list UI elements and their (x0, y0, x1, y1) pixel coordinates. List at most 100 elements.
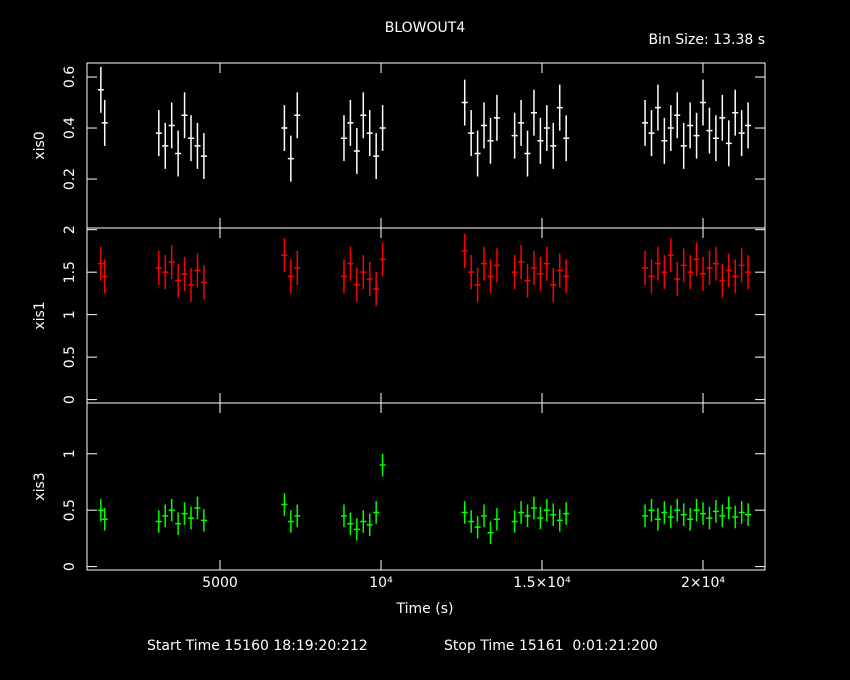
y-tick-label: 0 (62, 395, 78, 404)
error-bar (563, 115, 570, 162)
error-bar (155, 510, 162, 533)
error-bar (661, 501, 668, 524)
error-bar (687, 255, 694, 290)
error-bar (543, 498, 550, 522)
error-bar (101, 259, 108, 294)
error-bar (347, 512, 354, 536)
error-bar (468, 255, 475, 290)
error-bar (550, 267, 557, 302)
error-bar (287, 135, 294, 182)
error-bar (493, 248, 500, 283)
error-bar (543, 105, 550, 151)
error-bar (101, 99, 108, 146)
error-bar (687, 102, 694, 149)
error-bar (175, 512, 182, 536)
error-bar (175, 130, 182, 177)
y-axis-label: xis0 (32, 131, 48, 159)
error-bar (468, 110, 475, 157)
stop-time: Stop Time 15161 0:01:21:200 (444, 638, 658, 654)
series (97, 66, 752, 182)
y-tick-label: 2 (62, 225, 78, 234)
error-bar (661, 255, 668, 290)
error-bar (493, 94, 500, 141)
error-bar (674, 498, 681, 522)
error-bar (281, 105, 288, 151)
error-bar (474, 515, 481, 539)
error-bar (738, 110, 745, 157)
error-bar (674, 92, 681, 139)
x-tick-label: 5000 (202, 575, 238, 591)
error-bar (745, 102, 752, 149)
x-tick-label: 10⁴ (369, 575, 393, 591)
error-bar (379, 453, 386, 477)
error-bar (287, 259, 294, 294)
error-bar (745, 255, 752, 290)
series (97, 453, 752, 545)
error-bar (680, 503, 687, 526)
error-bar (738, 248, 745, 283)
error-bar (654, 507, 661, 531)
y-tick-label: 0.4 (62, 117, 78, 139)
error-bar (188, 506, 195, 530)
error-bar (200, 509, 207, 532)
error-bar (373, 272, 380, 307)
error-bar (294, 250, 301, 285)
error-bar (693, 498, 700, 522)
error-bar (563, 502, 570, 525)
error-bar (155, 250, 162, 285)
error-bar (563, 259, 570, 294)
error-bar (162, 504, 169, 528)
error-bar (524, 504, 531, 528)
error-bar (550, 503, 557, 526)
error-bar (97, 246, 104, 281)
error-bar (194, 496, 201, 520)
error-bar (353, 267, 360, 302)
y-tick-label: 0.5 (62, 499, 78, 521)
error-bar (373, 501, 380, 524)
error-bar (294, 92, 301, 139)
error-bar (379, 105, 386, 151)
y-tick-label: 0.6 (62, 66, 78, 88)
error-bar (530, 250, 537, 285)
error-bar (725, 120, 732, 167)
error-bar (661, 117, 668, 164)
error-bar (181, 92, 188, 139)
y-tick-label: 0.5 (62, 346, 78, 368)
error-bar (530, 89, 537, 136)
error-bar (648, 110, 655, 157)
error-bar (340, 115, 347, 162)
y-tick-label: 1.5 (62, 261, 78, 283)
error-bar (654, 84, 661, 131)
error-bar (347, 246, 354, 281)
series (97, 233, 752, 307)
error-bar (674, 261, 681, 296)
error-bar (648, 259, 655, 294)
error-bar (353, 518, 360, 541)
error-bar (518, 99, 525, 146)
error-bar (745, 503, 752, 526)
error-bar (200, 265, 207, 300)
chart-title: BLOWOUT4 (385, 20, 466, 36)
error-bar (188, 115, 195, 162)
error-bar (373, 133, 380, 180)
error-bar (712, 500, 719, 523)
error-bar (667, 238, 674, 273)
error-bar (97, 498, 104, 522)
error-bar (511, 510, 518, 533)
x-tick-label: 2×10⁴ (681, 575, 725, 591)
error-bar (725, 496, 732, 520)
error-bar (732, 89, 739, 136)
error-bar (481, 504, 488, 528)
error-bar (556, 253, 563, 288)
error-bar (511, 112, 518, 159)
error-bar (487, 521, 494, 545)
error-bar (360, 92, 367, 139)
error-bar (294, 504, 301, 528)
error-bar (281, 493, 288, 516)
error-bar (693, 242, 700, 277)
error-bar (537, 506, 544, 530)
error-bar (719, 504, 726, 528)
error-bar (667, 505, 674, 529)
error-bar (481, 102, 488, 149)
